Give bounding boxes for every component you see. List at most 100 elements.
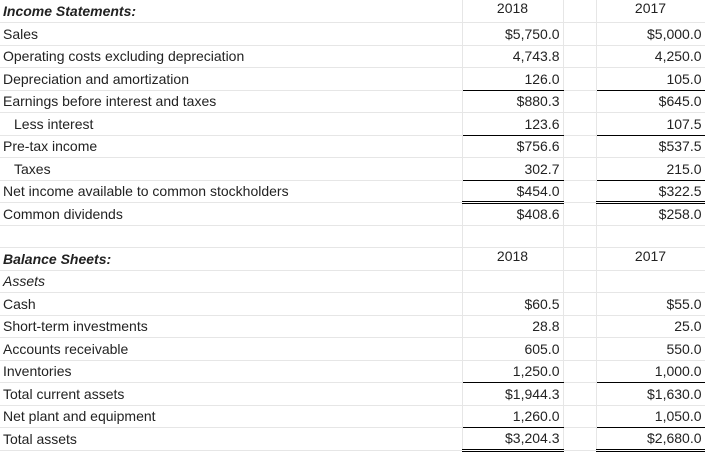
spacer-cell: [563, 382, 597, 406]
value-2017: 550.0: [596, 337, 705, 361]
row-label: Pre-tax income: [0, 135, 463, 158]
income-col-2018: 2018: [462, 0, 564, 23]
value-2018: 123.6: [462, 112, 564, 136]
table-row-taxes: Taxes 302.7 215.0: [0, 157, 705, 181]
value-2018: 1,260.0: [462, 405, 564, 428]
table-row-pretax-income: Pre-tax income $756.6 $537.5: [0, 135, 705, 158]
spacer-cell: [563, 405, 597, 428]
empty-cell: [596, 225, 705, 248]
value-2017: 25.0: [596, 315, 705, 338]
balance-col-2018: 2018: [462, 247, 564, 271]
spacer-cell: [563, 270, 597, 293]
blank-row: [0, 225, 705, 248]
spacer-cell: [563, 427, 597, 451]
spacer-cell: [563, 112, 597, 136]
row-label: Net plant and equipment: [0, 405, 463, 428]
value-2018: 126.0: [462, 67, 564, 91]
row-label: Operating costs excluding depreciation: [0, 45, 463, 68]
empty-cell: [596, 270, 705, 293]
spacer-cell: [563, 360, 597, 383]
value-2018: 302.7: [462, 157, 564, 181]
value-2017: 107.5: [596, 112, 705, 136]
table-row-total-assets: Total assets $3,204.3 $2,680.0: [0, 427, 705, 452]
row-label: Inventories: [0, 360, 463, 383]
empty-cell: [462, 225, 564, 248]
spacer-cell: [563, 180, 597, 203]
income-statements-title: Income Statements:: [0, 0, 463, 23]
value-2017: $5,000.0: [596, 22, 705, 46]
value-2018: $454.0: [462, 180, 564, 204]
assets-subtitle: Assets: [0, 270, 463, 293]
value-2017: $645.0: [596, 90, 705, 113]
spacer-cell: [563, 202, 597, 226]
empty-cell: [563, 225, 597, 248]
value-2017: $55.0: [596, 292, 705, 316]
assets-subtitle-row: Assets: [0, 270, 705, 293]
value-2017: 215.0: [596, 157, 705, 181]
income-col-2017: 2017: [596, 0, 705, 23]
table-row-dividends: Common dividends $408.6 $258.0: [0, 202, 705, 226]
spacer-cell: [563, 157, 597, 181]
spacer-cell: [563, 247, 597, 271]
value-2018: 28.8: [462, 315, 564, 338]
value-2017: $2,680.0: [596, 427, 705, 452]
table-row-sales: Sales $5,750.0 $5,000.0: [0, 22, 705, 46]
spacer-cell: [563, 67, 597, 91]
table-row-short-term-investments: Short-term investments 28.8 25.0: [0, 315, 705, 338]
value-2018: $5,750.0: [462, 22, 564, 46]
table-row-inventories: Inventories 1,250.0 1,000.0: [0, 360, 705, 383]
value-2018: $1,944.3: [462, 382, 564, 406]
table-row-interest: Less interest 123.6 107.5: [0, 112, 705, 136]
row-label: Less interest: [0, 112, 463, 136]
value-2017: $537.5: [596, 135, 705, 158]
income-header-row: Income Statements: 2018 2017: [0, 0, 705, 23]
value-2017: 4,250.0: [596, 45, 705, 68]
spacer-cell: [563, 337, 597, 361]
spacer-cell: [563, 90, 597, 113]
value-2018: 1,250.0: [462, 360, 564, 383]
table-row-depreciation: Depreciation and amortization 126.0 105.…: [0, 67, 705, 91]
empty-cell: [462, 270, 564, 293]
empty-cell: [0, 225, 463, 248]
row-label: Net income available to common stockhold…: [0, 180, 463, 203]
spacer-cell: [563, 292, 597, 316]
value-2017: 105.0: [596, 67, 705, 91]
row-label: Accounts receivable: [0, 337, 463, 361]
value-2017: 1,000.0: [596, 360, 705, 383]
row-label: Taxes: [0, 157, 463, 181]
balance-col-2017: 2017: [596, 247, 705, 271]
spacer-cell: [563, 22, 597, 46]
value-2017: $322.5: [596, 180, 705, 204]
balance-header-row: Balance Sheets: 2018 2017: [0, 247, 705, 271]
value-2018: $60.5: [462, 292, 564, 316]
value-2018: 605.0: [462, 337, 564, 361]
balance-sheets-title: Balance Sheets:: [0, 247, 463, 271]
table-row-operating-costs: Operating costs excluding depreciation 4…: [0, 45, 705, 68]
row-label: Short-term investments: [0, 315, 463, 338]
value-2018: $408.6: [462, 202, 564, 226]
spacer-cell: [563, 0, 597, 23]
table-row-ebit: Earnings before interest and taxes $880.…: [0, 90, 705, 113]
value-2018: $880.3: [462, 90, 564, 113]
row-label: Sales: [0, 22, 463, 46]
value-2017: $1,630.0: [596, 382, 705, 406]
value-2017: $258.0: [596, 202, 705, 226]
value-2017: 1,050.0: [596, 405, 705, 428]
table-row-cash: Cash $60.5 $55.0: [0, 292, 705, 316]
row-label: Total assets: [0, 427, 463, 451]
spacer-cell: [563, 315, 597, 338]
table-row-net-plant: Net plant and equipment 1,260.0 1,050.0: [0, 405, 705, 428]
table-row-total-current-assets: Total current assets $1,944.3 $1,630.0: [0, 382, 705, 406]
table-row-accounts-receivable: Accounts receivable 605.0 550.0: [0, 337, 705, 361]
row-label: Cash: [0, 292, 463, 316]
value-2018: $3,204.3: [462, 427, 564, 452]
value-2018: 4,743.8: [462, 45, 564, 68]
spacer-cell: [563, 45, 597, 68]
row-label: Total current assets: [0, 382, 463, 406]
row-label: Earnings before interest and taxes: [0, 90, 463, 113]
table-row-net-income: Net income available to common stockhold…: [0, 180, 705, 204]
row-label: Common dividends: [0, 202, 463, 226]
row-label: Depreciation and amortization: [0, 67, 463, 91]
